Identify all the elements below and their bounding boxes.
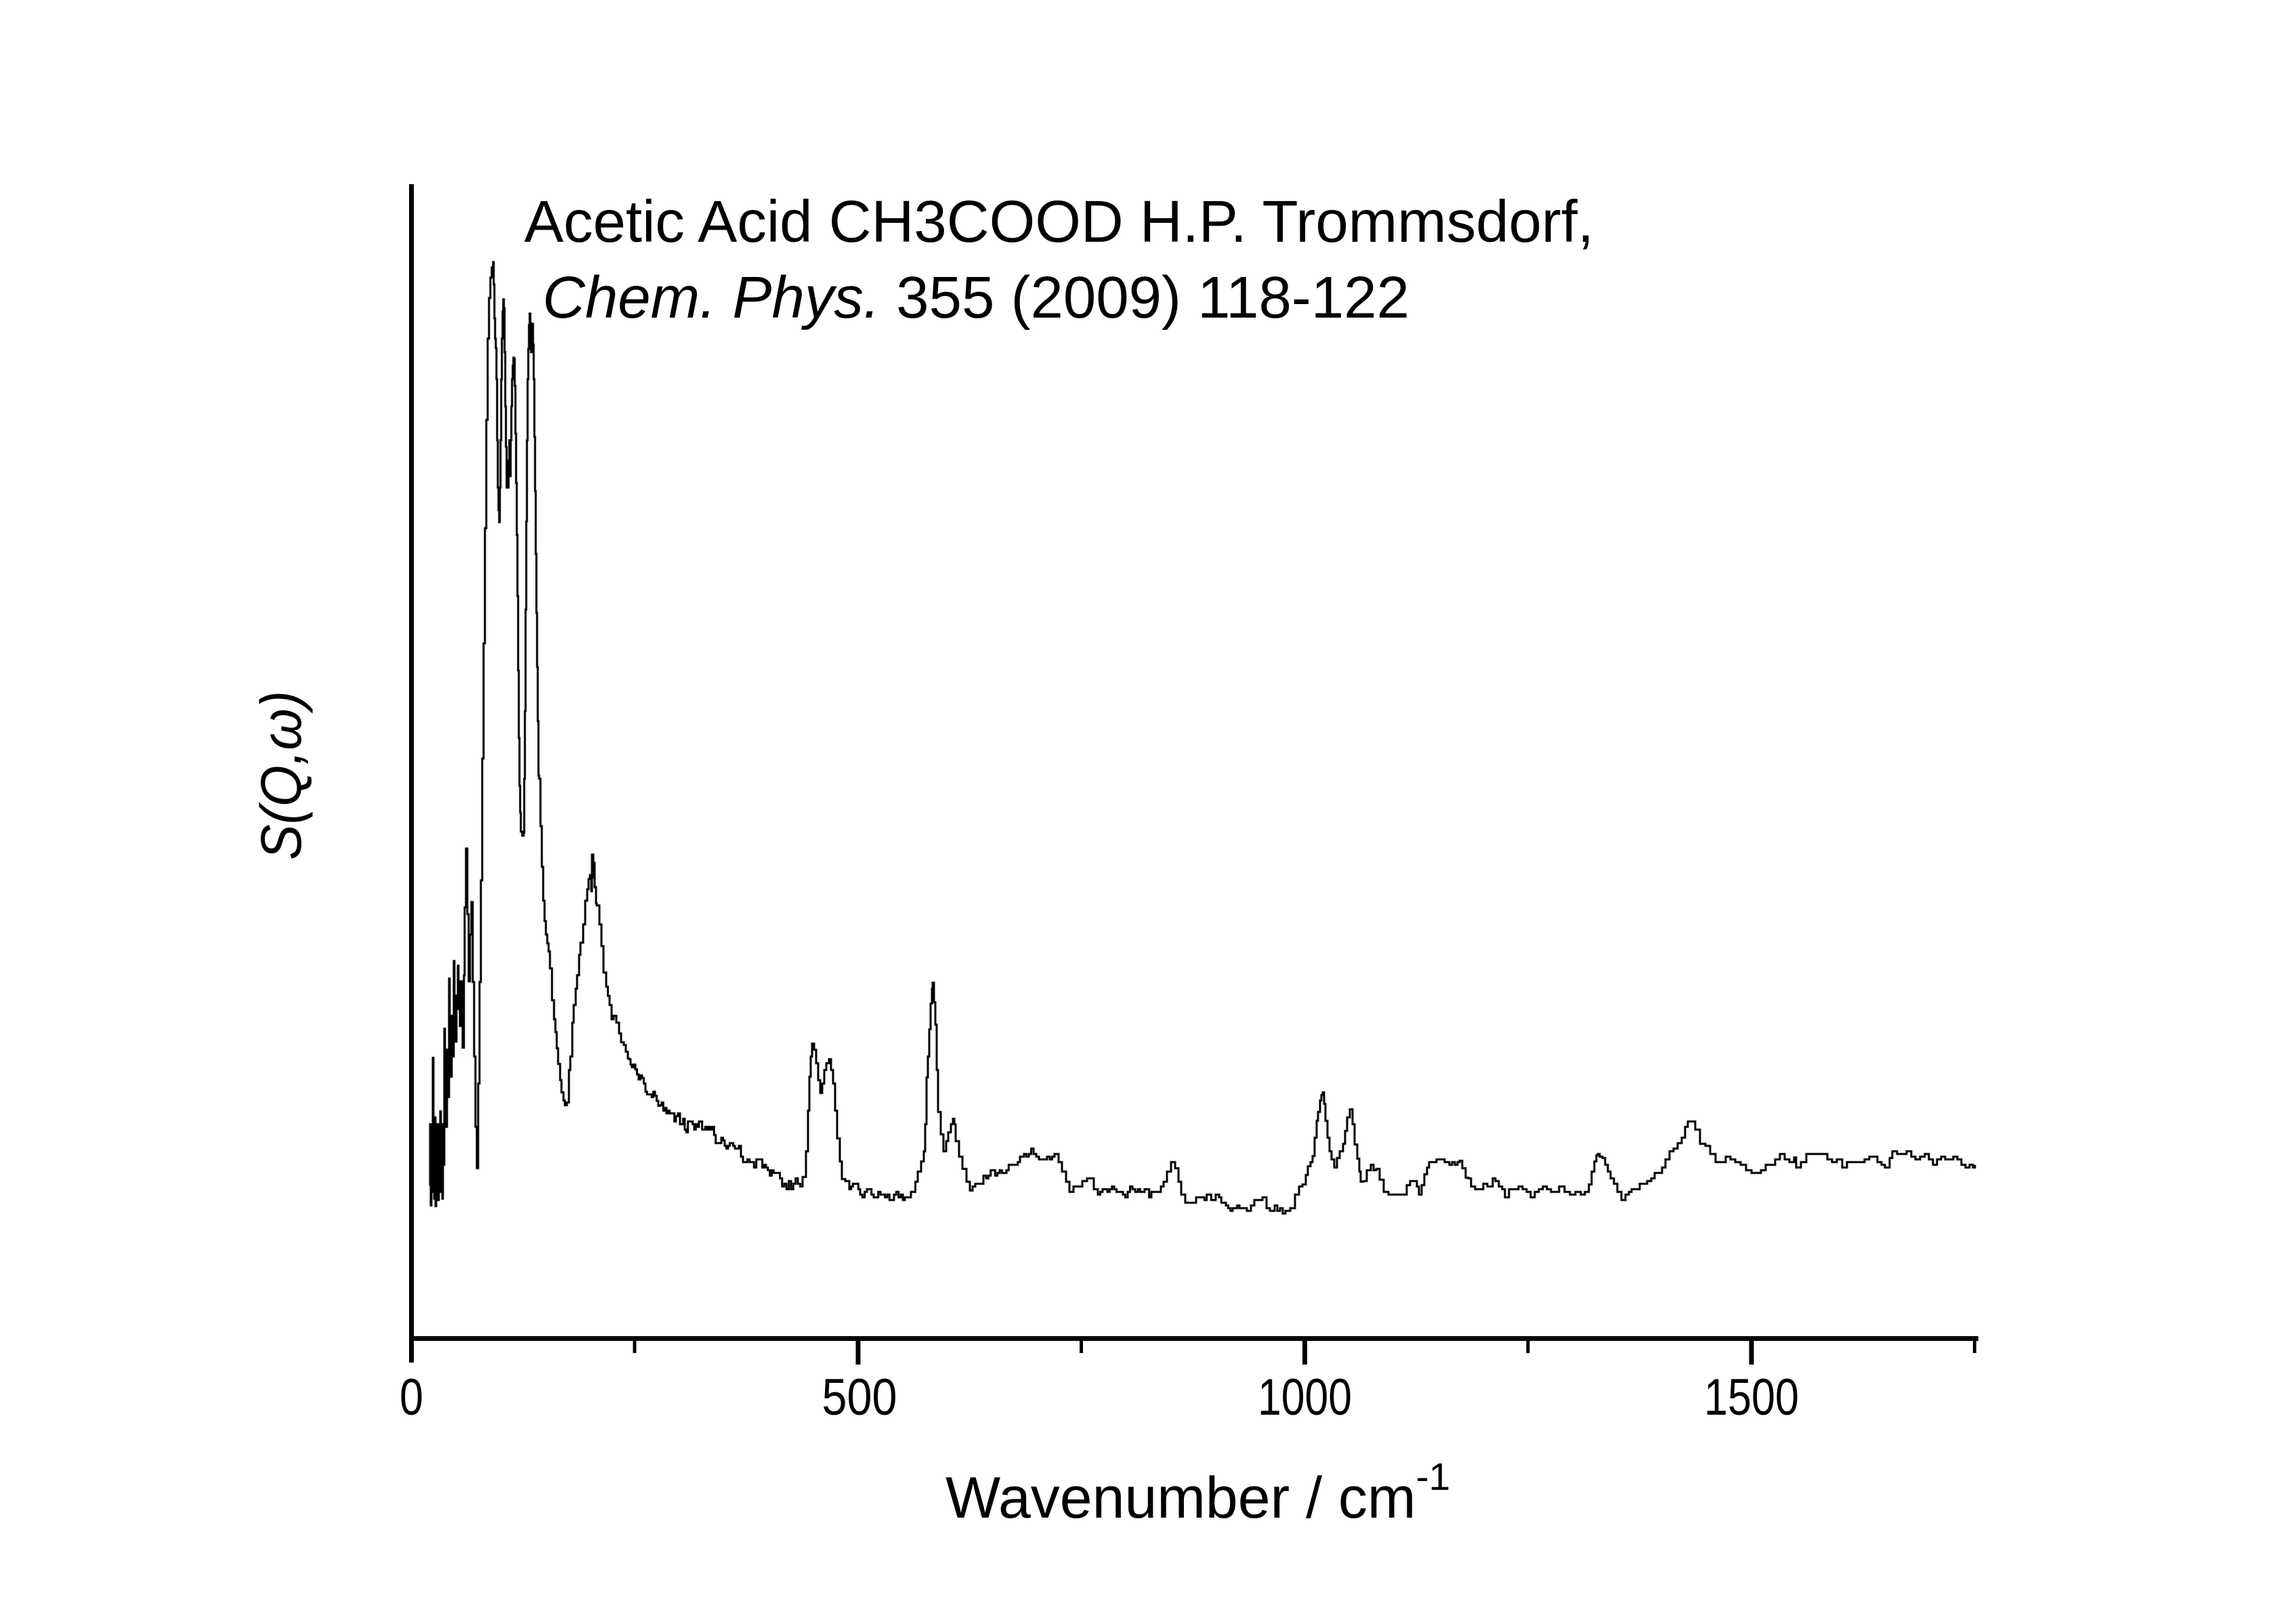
svg-text:Wavenumber / cm-1: Wavenumber / cm-1 — [945, 1455, 1450, 1531]
svg-text:1000: 1000 — [1258, 1369, 1352, 1426]
svg-text:0: 0 — [400, 1369, 423, 1426]
svg-text:500: 500 — [822, 1369, 897, 1426]
svg-text:Acetic Acid CH3COOD H.P. Tromm: Acetic Acid CH3COOD H.P. Trommsdorf, — [524, 189, 1594, 255]
svg-text:S(Q,ω): S(Q,ω) — [249, 691, 313, 860]
svg-text:Chem. Phys. 355 (2009) 118-122: Chem. Phys. 355 (2009) 118-122 — [543, 265, 1409, 330]
svg-text:1500: 1500 — [1704, 1369, 1799, 1426]
